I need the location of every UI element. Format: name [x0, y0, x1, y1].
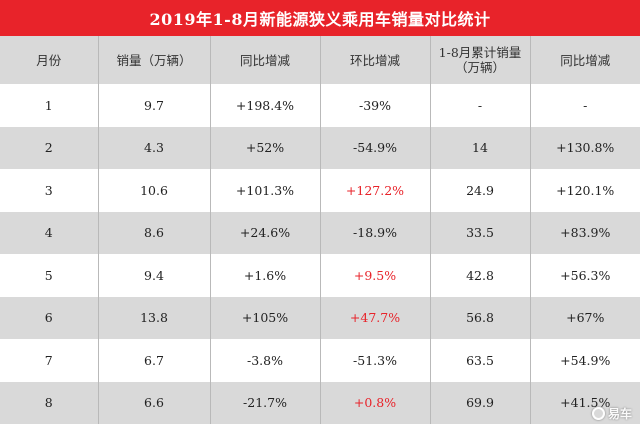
- cell-cumulative: 33.5: [430, 211, 531, 254]
- cell-mom: -39%: [320, 84, 431, 127]
- table-row: 3 10.6 +101.3% +127.2% 24.9 +120.1%: [0, 169, 640, 212]
- table-title: 2019年1-8月新能源狭义乘用车销量对比统计: [0, 0, 640, 36]
- cell-mom: -54.9%: [320, 126, 431, 169]
- cell-cum-yoy: -: [583, 97, 588, 113]
- cell-yoy: +1.6%: [210, 254, 321, 297]
- col-header-cumulative: 1-8月累计销量 （万辆）: [430, 36, 531, 84]
- cell-mom: +9.5%: [320, 254, 431, 297]
- cell-yoy: -21.7%: [210, 381, 321, 424]
- cell-cum-yoy: +67%: [566, 310, 605, 326]
- cell-sales: 13.8: [98, 296, 211, 339]
- cell-month: 6: [0, 296, 99, 339]
- cell-yoy: -3.8%: [210, 339, 321, 382]
- col-header-yoy: 同比增减: [210, 36, 321, 84]
- cell-month: 3: [0, 169, 99, 212]
- sales-table: 月份 销量（万辆） 同比增减 环比增减 1-8月累计销量 （万辆） 同比增减 1…: [0, 36, 640, 424]
- cell-yoy: +52%: [210, 126, 321, 169]
- cell-sales: 6.6: [98, 381, 211, 424]
- table-row: 1 9.7 +198.4% -39% - -: [0, 84, 640, 127]
- cell-month: 8: [0, 381, 99, 424]
- cell-cum-yoy: +130.8%: [556, 140, 615, 156]
- cell-cum-yoy: +54.9%: [560, 352, 611, 368]
- cell-sales: 9.7: [98, 84, 211, 127]
- cell-month: 1: [0, 84, 99, 127]
- cell-cumulative: 63.5: [430, 339, 531, 382]
- cell-cumulative: -: [430, 84, 531, 127]
- logo-ring-icon: [591, 407, 605, 420]
- cell-cumulative: 14: [430, 126, 531, 169]
- col-header-cum-yoy: 同比增减: [560, 52, 611, 68]
- cell-cumulative: 56.8: [430, 296, 531, 339]
- col-header-month: 月份: [0, 36, 99, 84]
- cell-sales: 4.3: [98, 126, 211, 169]
- table-row: 8 6.6 -21.7% +0.8% 69.9 +41.5%: [0, 381, 640, 424]
- table-header-row: 月份 销量（万辆） 同比增减 环比增减 1-8月累计销量 （万辆） 同比增减: [0, 36, 640, 84]
- cell-mom: -51.3%: [320, 339, 431, 382]
- cell-mom: -18.9%: [320, 211, 431, 254]
- cell-cum-yoy: +41.5%: [560, 395, 611, 411]
- cell-yoy: +24.6%: [210, 211, 321, 254]
- watermark-text: 易车: [607, 407, 632, 421]
- cell-cum-yoy: +83.9%: [560, 225, 611, 241]
- cell-yoy: +105%: [210, 296, 321, 339]
- col-header-sales: 销量（万辆）: [98, 36, 211, 84]
- table-row: 2 4.3 +52% -54.9% 14 +130.8%: [0, 126, 640, 169]
- cell-mom: +127.2%: [320, 169, 431, 212]
- table-row: 4 8.6 +24.6% -18.9% 33.5 +83.9%: [0, 211, 640, 254]
- cell-mom: +0.8%: [320, 381, 431, 424]
- cell-cum-yoy: +56.3%: [560, 267, 611, 283]
- cell-cumulative: 24.9: [430, 169, 531, 212]
- cell-yoy: +198.4%: [210, 84, 321, 127]
- cell-month: 2: [0, 126, 99, 169]
- cell-cum-yoy: +120.1%: [556, 182, 615, 198]
- col-header-mom: 环比增减: [320, 36, 431, 84]
- cell-month: 5: [0, 254, 99, 297]
- cell-cumulative: 42.8: [430, 254, 531, 297]
- cell-month: 4: [0, 211, 99, 254]
- cell-mom: +47.7%: [320, 296, 431, 339]
- cell-sales: 8.6: [98, 211, 211, 254]
- watermark: 易车: [591, 405, 632, 422]
- cell-cumulative: 69.9: [430, 381, 531, 424]
- cell-sales: 9.4: [98, 254, 211, 297]
- table-row: 5 9.4 +1.6% +9.5% 42.8 +56.3%: [0, 254, 640, 297]
- cell-yoy: +101.3%: [210, 169, 321, 212]
- table-row: 7 6.7 -3.8% -51.3% 63.5 +54.9%: [0, 339, 640, 382]
- cell-sales: 6.7: [98, 339, 211, 382]
- table-row: 6 13.8 +105% +47.7% 56.8 +67%: [0, 296, 640, 339]
- cell-month: 7: [0, 339, 99, 382]
- cell-sales: 10.6: [98, 169, 211, 212]
